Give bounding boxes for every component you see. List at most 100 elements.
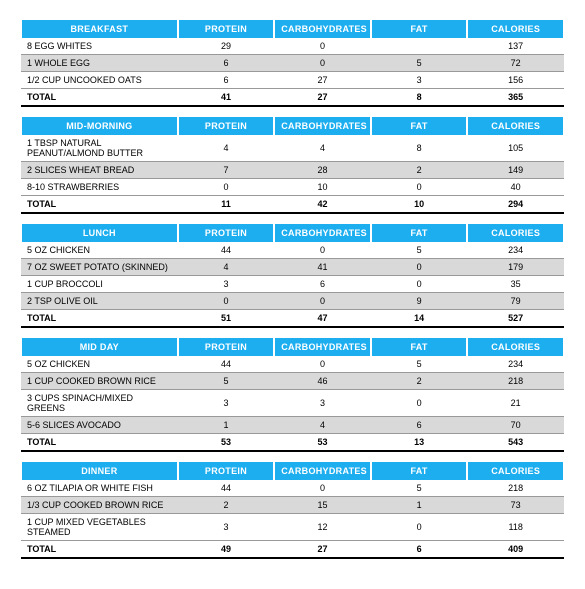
total-value: 409 xyxy=(467,541,564,559)
col-header: CARBOHYDRATES xyxy=(274,338,371,356)
col-header: CALORIES xyxy=(467,224,564,242)
food-value: 5 xyxy=(178,373,275,390)
total-value: 527 xyxy=(467,310,564,328)
food-value: 5 xyxy=(371,356,468,373)
food-value: 218 xyxy=(467,373,564,390)
col-header: PROTEIN xyxy=(178,462,275,480)
total-row: TOTAL49276409 xyxy=(21,541,564,559)
food-value: 8 xyxy=(371,135,468,162)
food-value: 44 xyxy=(178,356,275,373)
food-row: 5-6 SLICES AVOCADO14670 xyxy=(21,417,564,434)
food-value: 0 xyxy=(178,179,275,196)
food-value: 156 xyxy=(467,72,564,89)
food-value: 0 xyxy=(274,55,371,72)
food-value: 4 xyxy=(274,417,371,434)
col-header: PROTEIN xyxy=(178,224,275,242)
food-value: 0 xyxy=(274,38,371,55)
food-value: 5 xyxy=(371,480,468,497)
food-row: 7 OZ SWEET POTATO (SKINNED)4410179 xyxy=(21,259,564,276)
food-value: 149 xyxy=(467,162,564,179)
food-row: 1 CUP BROCCOLI36035 xyxy=(21,276,564,293)
food-value: 5 xyxy=(371,55,468,72)
total-value: 27 xyxy=(274,89,371,107)
total-value: 42 xyxy=(274,196,371,214)
total-label: TOTAL xyxy=(21,89,178,107)
total-label: TOTAL xyxy=(21,434,178,452)
col-header: FAT xyxy=(371,20,468,38)
food-value: 21 xyxy=(467,390,564,417)
food-name: 1 WHOLE EGG xyxy=(21,55,178,72)
col-header: CARBOHYDRATES xyxy=(274,117,371,135)
food-value: 41 xyxy=(274,259,371,276)
food-value: 10 xyxy=(274,179,371,196)
food-value: 118 xyxy=(467,514,564,541)
total-value: 27 xyxy=(274,541,371,559)
food-value: 3 xyxy=(371,72,468,89)
food-row: 1 CUP COOKED BROWN RICE5462218 xyxy=(21,373,564,390)
col-header: CALORIES xyxy=(467,20,564,38)
food-value: 3 xyxy=(178,390,275,417)
food-value: 5 xyxy=(371,242,468,259)
total-value: 51 xyxy=(178,310,275,328)
food-name: 1/2 CUP UNCOOKED OATS xyxy=(21,72,178,89)
food-value: 0 xyxy=(371,179,468,196)
food-value: 44 xyxy=(178,242,275,259)
food-row: 8-10 STRAWBERRIES010040 xyxy=(21,179,564,196)
col-header: FAT xyxy=(371,462,468,480)
food-value: 179 xyxy=(467,259,564,276)
food-name: 6 OZ TILAPIA OR WHITE FISH xyxy=(21,480,178,497)
food-value: 0 xyxy=(274,242,371,259)
food-row: 1 WHOLE EGG60572 xyxy=(21,55,564,72)
total-label: TOTAL xyxy=(21,541,178,559)
food-row: 1/2 CUP UNCOOKED OATS6273156 xyxy=(21,72,564,89)
food-name: 5 OZ CHICKEN xyxy=(21,356,178,373)
food-name: 3 CUPS SPINACH/MIXED GREENS xyxy=(21,390,178,417)
food-value: 46 xyxy=(274,373,371,390)
food-row: 2 SLICES WHEAT BREAD7282149 xyxy=(21,162,564,179)
food-value: 15 xyxy=(274,497,371,514)
total-value: 365 xyxy=(467,89,564,107)
total-value: 53 xyxy=(274,434,371,452)
meal-table-mid-day: MID DAYPROTEINCARBOHYDRATESFATCALORIES5 … xyxy=(20,338,565,452)
food-name: 5 OZ CHICKEN xyxy=(21,242,178,259)
food-value: 4 xyxy=(178,135,275,162)
food-value: 218 xyxy=(467,480,564,497)
food-value: 4 xyxy=(178,259,275,276)
food-value: 0 xyxy=(274,293,371,310)
food-row: 2 TSP OLIVE OIL00979 xyxy=(21,293,564,310)
food-value: 0 xyxy=(178,293,275,310)
food-value: 2 xyxy=(371,373,468,390)
food-value: 2 xyxy=(371,162,468,179)
col-header: FAT xyxy=(371,338,468,356)
food-value: 40 xyxy=(467,179,564,196)
food-row: 6 OZ TILAPIA OR WHITE FISH4405218 xyxy=(21,480,564,497)
food-value: 7 xyxy=(178,162,275,179)
food-value: 0 xyxy=(274,356,371,373)
meal-title: DINNER xyxy=(21,462,178,480)
food-value: 3 xyxy=(178,514,275,541)
meal-table-dinner: DINNERPROTEINCARBOHYDRATESFATCALORIES6 O… xyxy=(20,462,565,559)
total-value: 294 xyxy=(467,196,564,214)
food-name: 1 CUP COOKED BROWN RICE xyxy=(21,373,178,390)
total-row: TOTAL514714527 xyxy=(21,310,564,328)
meal-title: BREAKFAST xyxy=(21,20,178,38)
food-value: 6 xyxy=(178,55,275,72)
col-header: FAT xyxy=(371,224,468,242)
food-value: 0 xyxy=(274,480,371,497)
food-name: 7 OZ SWEET POTATO (SKINNED) xyxy=(21,259,178,276)
food-value: 35 xyxy=(467,276,564,293)
food-value: 0 xyxy=(371,276,468,293)
meal-table-breakfast: BREAKFASTPROTEINCARBOHYDRATESFATCALORIES… xyxy=(20,20,565,107)
food-name: 2 SLICES WHEAT BREAD xyxy=(21,162,178,179)
total-value: 47 xyxy=(274,310,371,328)
meal-table-mid-morning: MID-MORNINGPROTEINCARBOHYDRATESFATCALORI… xyxy=(20,117,565,214)
food-name: 8 EGG WHITES xyxy=(21,38,178,55)
food-value: 73 xyxy=(467,497,564,514)
col-header: PROTEIN xyxy=(178,338,275,356)
food-name: 5-6 SLICES AVOCADO xyxy=(21,417,178,434)
food-value: 44 xyxy=(178,480,275,497)
food-value: 9 xyxy=(371,293,468,310)
col-header: CARBOHYDRATES xyxy=(274,20,371,38)
food-name: 8-10 STRAWBERRIES xyxy=(21,179,178,196)
food-value: 0 xyxy=(371,514,468,541)
